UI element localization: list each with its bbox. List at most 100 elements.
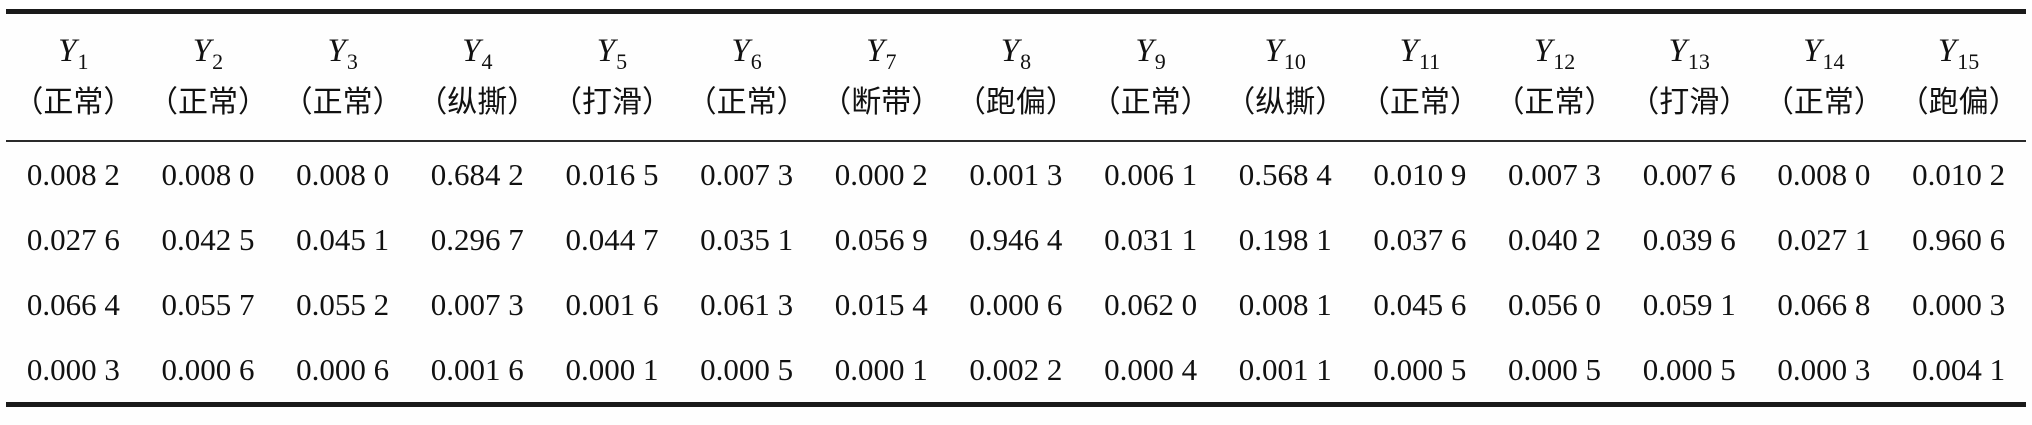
variable-subscript: 11 [1418, 49, 1441, 74]
table-cell: 0.007 3 [430, 286, 524, 322]
table-cell: 0.002 2 [969, 351, 1063, 387]
variable-symbol: Y [1135, 33, 1155, 69]
column-variable: Y8 [949, 29, 1084, 73]
table-header: Y1 （正常） Y2 （正常） Y3 （正常） Y4 （纵撕） Y5 （打滑） Y6 （正常） Y7 （断… [6, 12, 2026, 142]
table-cell: 0.000 3 [1912, 286, 2006, 322]
table-cell: 0.000 6 [161, 351, 255, 387]
variable-symbol: Y [462, 33, 482, 69]
table-cell: 0.062 0 [1104, 286, 1198, 322]
table-cell: 0.000 5 [700, 351, 794, 387]
table-cell: 0.001 6 [565, 286, 659, 322]
column-header-y5: Y5 （打滑） [545, 12, 680, 142]
column-variable: Y9 [1083, 29, 1218, 73]
column-variable: Y3 [275, 29, 410, 73]
variable-symbol: Y [1668, 33, 1688, 69]
column-header-y2: Y2 （正常） [141, 12, 276, 142]
variable-symbol: Y [596, 33, 617, 69]
column-variable: Y1 [6, 29, 141, 73]
table-cell: 0.008 0 [161, 156, 255, 192]
table-cell: 0.568 4 [1238, 156, 1332, 192]
variable-subscript: 15 [1957, 49, 1980, 74]
column-condition-label: （正常） [1359, 86, 1480, 119]
variable-symbol: Y [327, 33, 347, 69]
column-variable: Y14 [1757, 29, 1892, 73]
column-variable: Y4 [410, 29, 545, 73]
table-cell: 0.001 1 [1238, 351, 1332, 387]
variable-subscript: 8 [1020, 49, 1032, 74]
table-row: 0.066 4 0.055 7 0.055 2 0.007 3 0.001 6 0.061… [6, 272, 2026, 337]
variable-subscript: 9 [1154, 49, 1166, 74]
table-cell: 0.000 1 [834, 351, 928, 387]
table-cell: 0.039 6 [1642, 221, 1736, 257]
table-cell: 0.008 0 [296, 156, 390, 192]
column-variable: Y2 [141, 29, 276, 73]
column-header-y1: Y1 （正常） [6, 12, 141, 142]
table-cell: 0.007 3 [1508, 156, 1602, 192]
column-variable: Y13 [1622, 29, 1757, 73]
column-condition-label: （跑偏） [955, 86, 1076, 119]
table-cell: 0.960 6 [1912, 221, 2006, 257]
table-cell: 0.059 1 [1642, 286, 1736, 322]
table-cell: 0.042 5 [161, 221, 255, 257]
table-cell: 0.044 7 [565, 221, 659, 257]
table-cell: 0.000 5 [1642, 351, 1736, 387]
table-cell: 0.000 2 [834, 156, 928, 192]
variable-subscript: 13 [1687, 49, 1710, 74]
header-row: Y1 （正常） Y2 （正常） Y3 （正常） Y4 （纵撕） Y5 （打滑） Y6 （正常） Y7 （断… [6, 12, 2026, 142]
column-condition-label: （正常） [1090, 86, 1211, 119]
column-header-y10: Y10 （纵撕） [1218, 12, 1353, 142]
variable-symbol: Y [1803, 33, 1823, 69]
column-header-y8: Y8 （跑偏） [949, 12, 1084, 142]
table-cell: 0.007 6 [1642, 156, 1736, 192]
table-cell: 0.006 1 [1104, 156, 1198, 192]
table-cell: 0.946 4 [969, 221, 1063, 257]
table-row: 0.027 6 0.042 5 0.045 1 0.296 7 0.044 7 0.035… [6, 207, 2026, 272]
table-row: 0.008 2 0.008 0 0.008 0 0.684 2 0.016 5 0.007… [6, 141, 2026, 207]
table-cell: 0.008 2 [26, 156, 120, 192]
column-header-y3: Y3 （正常） [275, 12, 410, 142]
column-condition-label: （正常） [13, 86, 134, 119]
variable-symbol: Y [1264, 33, 1284, 69]
column-variable: Y11 [1353, 29, 1488, 73]
table-cell: 0.066 8 [1777, 286, 1871, 322]
table-cell: 0.000 1 [565, 351, 659, 387]
paper-page: Y1 （正常） Y2 （正常） Y3 （正常） Y4 （纵撕） Y5 （打滑） Y6 （正常） Y7 （断… [0, 9, 2032, 425]
table-body: 0.008 2 0.008 0 0.008 0 0.684 2 0.016 5 0.007… [6, 141, 2026, 405]
column-header-y9: Y9 （正常） [1083, 12, 1218, 142]
table-cell: 0.008 0 [1777, 156, 1871, 192]
column-condition-label: （打滑） [551, 86, 672, 119]
column-header-y13: Y13 （打滑） [1622, 12, 1757, 142]
column-condition-label: （正常） [1494, 86, 1615, 119]
variable-subscript: 3 [346, 49, 358, 74]
variable-symbol: Y [1399, 33, 1419, 69]
column-condition-label: （正常） [686, 86, 807, 119]
column-condition-label: （断带） [821, 86, 942, 119]
table-cell: 0.015 4 [834, 286, 928, 322]
column-variable: Y6 [679, 29, 814, 73]
variable-subscript: 10 [1283, 49, 1306, 74]
table-row: 0.000 3 0.000 6 0.000 6 0.001 6 0.000 1 0.000… [6, 337, 2026, 405]
column-variable: Y5 [545, 29, 680, 73]
column-condition-label: （打滑） [1629, 86, 1750, 119]
variable-subscript: 5 [616, 49, 628, 74]
variable-symbol: Y [866, 33, 886, 69]
variable-subscript: 4 [481, 49, 493, 74]
table-cell: 0.035 1 [700, 221, 794, 257]
table-cell: 0.000 3 [26, 351, 120, 387]
variable-subscript: 1 [77, 49, 89, 74]
table-cell: 0.010 9 [1373, 156, 1467, 192]
table-cell: 0.001 3 [969, 156, 1063, 192]
table-cell: 0.198 1 [1238, 221, 1332, 257]
table-cell: 0.000 5 [1508, 351, 1602, 387]
variable-symbol: Y [731, 33, 751, 69]
variable-symbol: Y [58, 33, 78, 69]
table-cell: 0.037 6 [1373, 221, 1467, 257]
column-header-y11: Y11 （正常） [1353, 12, 1488, 142]
table-cell: 0.007 3 [700, 156, 794, 192]
column-header-y12: Y12 （正常） [1487, 12, 1622, 142]
column-condition-label: （正常） [147, 86, 268, 119]
variable-subscript: 7 [885, 49, 897, 74]
table-cell: 0.027 6 [26, 221, 120, 257]
column-header-y15: Y15 （跑偏） [1891, 12, 2026, 142]
column-header-y4: Y4 （纵撕） [410, 12, 545, 142]
